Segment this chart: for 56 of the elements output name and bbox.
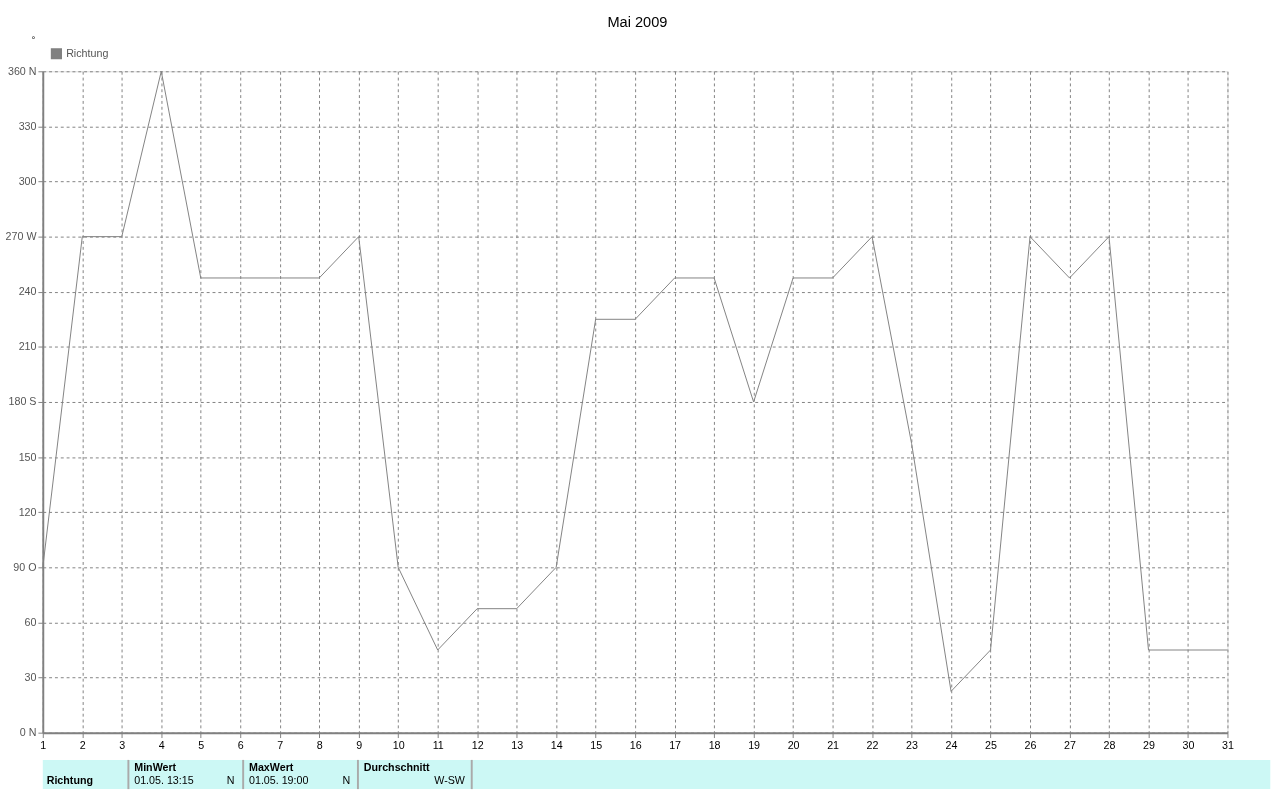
x-tick-label: 8 [316,738,323,751]
x-tick-label: 23 [906,738,919,751]
x-tick-label: 15 [590,738,603,751]
legend-label: Richtung [66,46,109,59]
y-tick-label: 300 [18,174,37,187]
x-tick-label: 20 [787,738,800,751]
x-tick-label: 16 [629,738,642,751]
y-tick-label: 360 N [7,64,37,77]
x-tick-label: 28 [1103,738,1116,751]
x-tick-label: 5 [198,738,205,751]
y-tick-label: 90 O [13,560,37,573]
x-tick-label: 10 [392,738,405,751]
text: W-SW [434,774,466,787]
x-tick-label: 1 [40,738,47,751]
x-tick-label: 30 [1182,738,1195,751]
x-tick-label: 29 [1143,738,1155,751]
x-tick-label: 18 [708,738,721,751]
x-tick-label: 14 [550,738,563,751]
y-tick-label: 0 N [19,726,37,739]
y-tick-label: 120 [18,505,37,518]
text: N [342,774,351,787]
y-tick-label: 150 [18,450,37,463]
text: Durchschnitt [363,760,431,773]
x-tick-label: 24 [945,738,958,751]
chart-title: Mai 2009 [607,14,668,31]
x-tick-label: 3 [119,738,126,751]
y-tick-label: 210 [18,340,37,353]
y-tick-label: 30 [24,670,37,683]
text: 01.05. 13:15 [134,774,194,787]
x-tick-label: 12 [471,738,484,751]
x-tick-label: 13 [511,738,524,751]
x-tick-label: 9 [356,738,363,751]
text: MaxWert [249,760,294,773]
x-tick-label: 25 [985,738,998,751]
text: Richtung [46,774,93,787]
x-tick-label: 19 [748,738,761,751]
y-tick-label: 60 [24,615,37,628]
x-tick-label: 2 [79,738,86,751]
x-tick-label: 6 [237,738,244,751]
text: N [226,774,235,787]
x-tick-label: 27 [1064,738,1076,751]
x-tick-label: 11 [432,738,444,751]
x-tick-label: 26 [1024,738,1037,751]
y-tick-label: 240 [18,285,37,298]
y-axis-title: ° [31,33,36,45]
text: MinWert [134,760,177,773]
y-tick-label: 270 W [5,230,38,243]
x-tick-label: 31 [1222,738,1234,751]
y-tick-label: 330 [18,119,37,132]
x-tick-label: 4 [158,738,165,751]
x-tick-label: 7 [277,738,284,751]
x-tick-label: 22 [866,738,879,751]
y-tick-label: 180 S [8,395,37,408]
x-tick-label: 21 [827,738,840,751]
x-tick-label: 17 [669,738,682,751]
text: 01.05. 19:00 [249,774,309,787]
